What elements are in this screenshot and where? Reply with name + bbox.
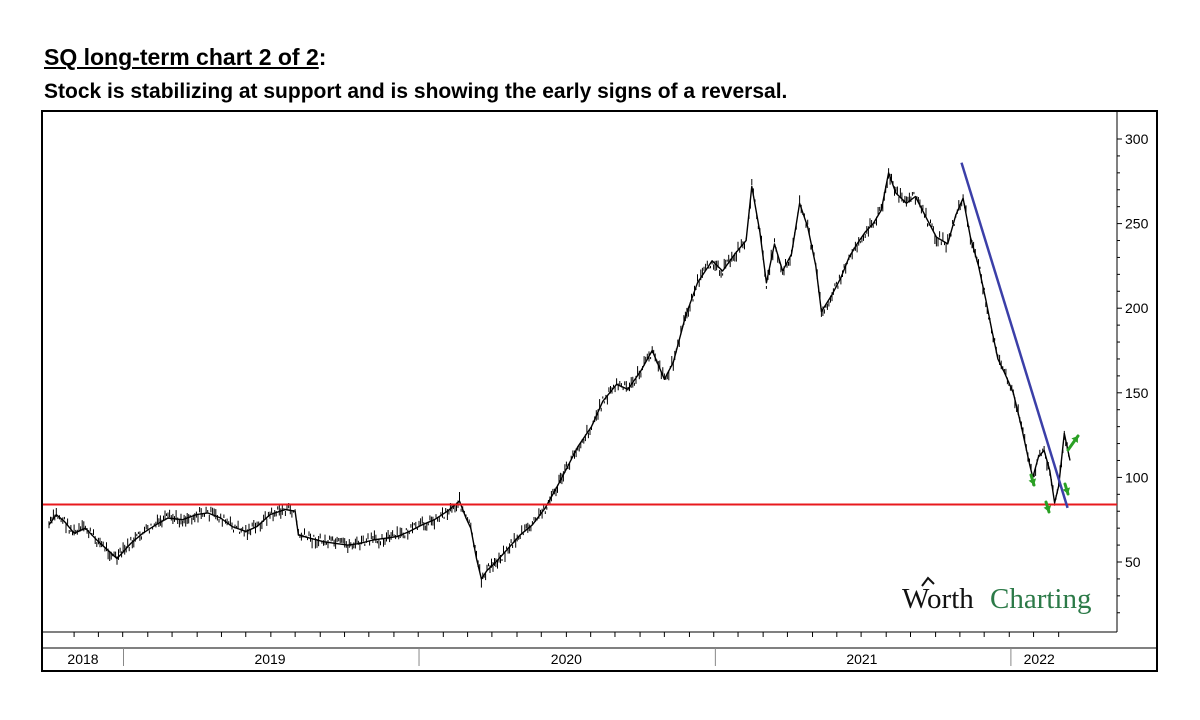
- y-tick-label: 150: [1125, 385, 1149, 401]
- trendline: [960, 162, 1069, 509]
- chart-title: SQ long-term chart 2 of 2:: [44, 44, 326, 71]
- y-tick-label: 50: [1125, 554, 1141, 570]
- arrow-head: [1028, 478, 1037, 485]
- x-tick-label: 2020: [551, 651, 582, 667]
- plot-area: [48, 168, 1071, 588]
- y-tick-label: 200: [1125, 300, 1149, 316]
- chart-frame: [41, 110, 1158, 672]
- down-arrow-icon: [1028, 473, 1037, 487]
- arrow-head: [1062, 487, 1071, 494]
- y-tick-label: 250: [1125, 216, 1149, 232]
- worth-charting-logo: Worth Charting: [902, 576, 1092, 615]
- title-colon: :: [318, 44, 327, 70]
- up-arrow-icon: [1066, 434, 1080, 452]
- down-arrow-icon: [1062, 482, 1071, 496]
- logo-word-worth: Worth: [902, 583, 974, 615]
- down-arrow-icon: [1043, 500, 1052, 514]
- y-tick-label: 300: [1125, 131, 1149, 147]
- y-tick-label: 100: [1125, 469, 1149, 485]
- x-tick-label: 2018: [67, 651, 98, 667]
- price-line: [48, 172, 1071, 580]
- x-axis: 2018 2019 2020 2021 2022: [43, 631, 1157, 667]
- x-tick-label: 2022: [1024, 651, 1055, 667]
- chart-subtitle: Stock is stabilizing at support and is s…: [44, 80, 788, 103]
- arrow-head: [1071, 436, 1078, 443]
- x-tick-label: 2019: [254, 651, 285, 667]
- x-tick-label: 2021: [846, 651, 877, 667]
- arrow-head: [1043, 505, 1052, 512]
- y-axis: 300 250 200 150 100 50: [1116, 112, 1149, 632]
- logo-word-charting: Charting: [990, 583, 1092, 615]
- overlay: [43, 162, 1117, 514]
- title-text: SQ long-term chart 2 of 2: [44, 44, 319, 70]
- arrow-up-icon: [921, 576, 935, 587]
